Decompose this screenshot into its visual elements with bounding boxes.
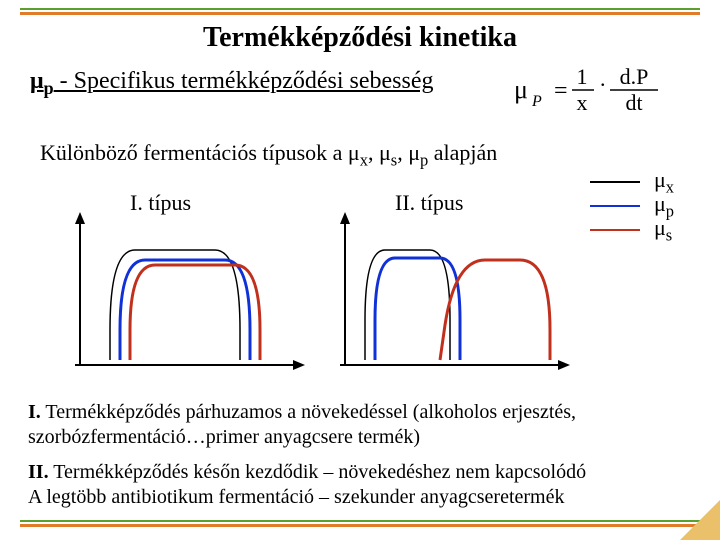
svg-text:d.P: d.P	[620, 64, 649, 89]
legend-mu-s: μs	[590, 218, 674, 242]
svg-text:dt: dt	[625, 90, 642, 115]
legend-text-s: μs	[654, 215, 672, 245]
desc2-text-a: Termékképződés későn kezdődik – növekedé…	[49, 461, 587, 483]
ft-sub-x: x	[360, 150, 368, 169]
chart2	[325, 210, 570, 385]
ft-b: , μ	[368, 140, 391, 165]
ft-c: , μ	[397, 140, 420, 165]
svg-text:x: x	[577, 90, 588, 115]
mu-sub-p: p	[44, 78, 54, 98]
mu-symbol: μ	[30, 68, 44, 94]
ferment-types-text: Különböző fermentációs típusok a μx, μs,…	[40, 140, 497, 170]
bottom-rule	[20, 520, 700, 524]
rule-green-b	[20, 520, 700, 522]
chart1	[60, 210, 305, 385]
rule-orange	[20, 12, 700, 15]
svg-text:μ: μ	[514, 75, 528, 104]
subtitle-text: - Specifikus termékképződési sebesség	[54, 68, 434, 94]
rule-orange-b	[20, 524, 700, 527]
legend-line-p	[590, 205, 640, 207]
ft-sub-p: p	[420, 150, 428, 169]
legend-line-s	[590, 229, 640, 231]
desc2-num: II.	[28, 461, 49, 483]
desc2-text-b: A legtöbb antibiotikum fermentáció – sze…	[28, 486, 564, 508]
desc1-text: Termékképződés párhuzamos a növekedéssel…	[28, 401, 576, 448]
desc-2: II. Termékképződés későn kezdődik – növe…	[28, 460, 692, 510]
subtitle: μp - Specifikus termékképződési sebesség	[30, 68, 434, 99]
desc-1: I. Termékképződés párhuzamos a növekedés…	[28, 400, 692, 450]
desc1-num: I.	[28, 401, 41, 423]
legend: μx μp μs	[590, 170, 674, 242]
ft-a: Különböző fermentációs típusok a μ	[40, 140, 360, 165]
formula: μ P = 1 x . d.P dt	[510, 62, 700, 125]
svg-text:1: 1	[577, 64, 588, 89]
ft-d: alapján	[428, 140, 497, 165]
svg-text:.: .	[600, 66, 606, 91]
chart1-svg	[60, 210, 305, 380]
corner-triangle	[680, 500, 720, 540]
page-title: Termékképződési kinetika	[0, 22, 720, 54]
legend-line-x	[590, 181, 640, 183]
chart2-svg	[325, 210, 570, 380]
svg-text:=: =	[554, 78, 568, 104]
rule-green	[20, 8, 700, 10]
top-rule	[20, 8, 700, 12]
formula-svg: μ P = 1 x . d.P dt	[510, 62, 700, 118]
svg-text:P: P	[531, 93, 542, 110]
